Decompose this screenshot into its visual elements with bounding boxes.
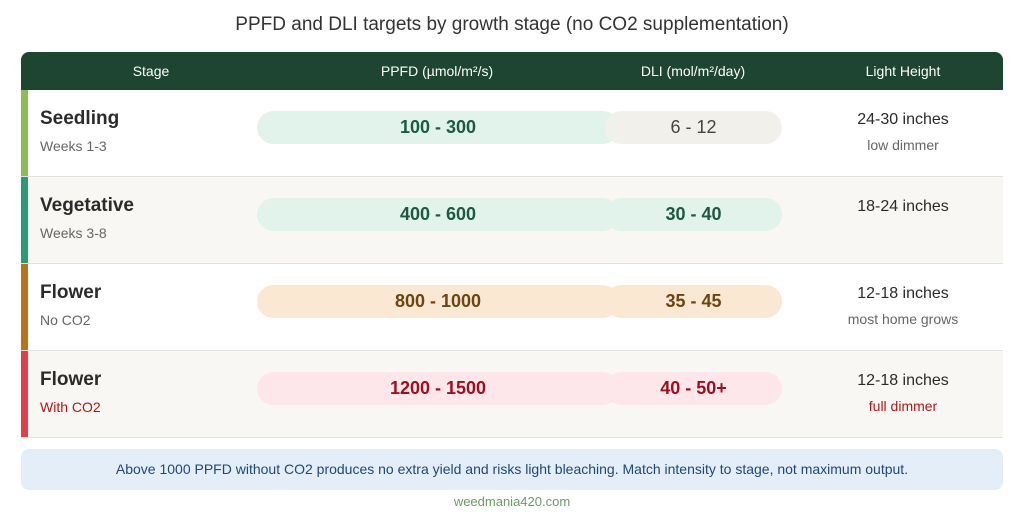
stage-name: Flower bbox=[40, 282, 102, 303]
header-cell: DLI (mol/m²/day) bbox=[640, 63, 746, 79]
light-height: 12-18 inches bbox=[857, 372, 949, 389]
table-row: Flower With CO2 1200 - 1500 40 - 50+ 12-… bbox=[21, 351, 1003, 438]
table-row: Flower No CO2 800 - 1000 35 - 45 12-18 i… bbox=[21, 264, 1003, 351]
ppfd-pill: 100 - 300 bbox=[257, 111, 619, 144]
height-note: low dimmer bbox=[867, 137, 939, 153]
stage-detail: With CO2 bbox=[40, 399, 101, 415]
header-cell: PPFD (µmol/m²/s) bbox=[380, 63, 494, 79]
dli-pill: 6 - 12 bbox=[605, 111, 782, 144]
table-row: Seedling Weeks 1-3 100 - 300 6 - 12 24-3… bbox=[21, 90, 1003, 177]
stage-name: Seedling bbox=[40, 108, 120, 129]
footer: weedmania420.com bbox=[453, 494, 571, 509]
dli-pill: 35 - 45 bbox=[605, 285, 782, 318]
header-cell: Stage bbox=[132, 63, 170, 79]
stage-detail: Weeks 3-8 bbox=[40, 225, 107, 241]
stage-name: Vegetative bbox=[40, 195, 134, 216]
stage-bar bbox=[21, 264, 28, 350]
height-note: most home grows bbox=[847, 311, 959, 327]
stage-bar bbox=[21, 177, 28, 263]
light-height: 18-24 inches bbox=[857, 198, 949, 215]
dli-pill: 30 - 40 bbox=[605, 198, 782, 231]
note: Above 1000 PPFD without CO2 produces no … bbox=[21, 449, 1003, 490]
table-row: Vegetative Weeks 3-8 400 - 600 30 - 40 1… bbox=[21, 177, 1003, 264]
table-header: Stage PPFD (µmol/m²/s) DLI (mol/m²/day) … bbox=[21, 52, 1003, 90]
stage-detail: No CO2 bbox=[40, 312, 91, 328]
stage-detail: Weeks 1-3 bbox=[40, 138, 107, 154]
stage-bar bbox=[21, 351, 28, 437]
height-note: full dimmer bbox=[868, 398, 938, 414]
stage-name: Flower bbox=[40, 369, 102, 390]
stage-bar bbox=[21, 90, 28, 176]
title: PPFD and DLI targets by growth stage (no… bbox=[235, 14, 789, 35]
light-height: 12-18 inches bbox=[857, 285, 949, 302]
ppfd-pill: 1200 - 1500 bbox=[257, 372, 619, 405]
ppfd-pill: 400 - 600 bbox=[257, 198, 619, 231]
header-cell: Light Height bbox=[865, 63, 941, 79]
ppfd-pill: 800 - 1000 bbox=[257, 285, 619, 318]
dli-pill: 40 - 50+ bbox=[605, 372, 782, 405]
light-height: 24-30 inches bbox=[857, 111, 949, 128]
